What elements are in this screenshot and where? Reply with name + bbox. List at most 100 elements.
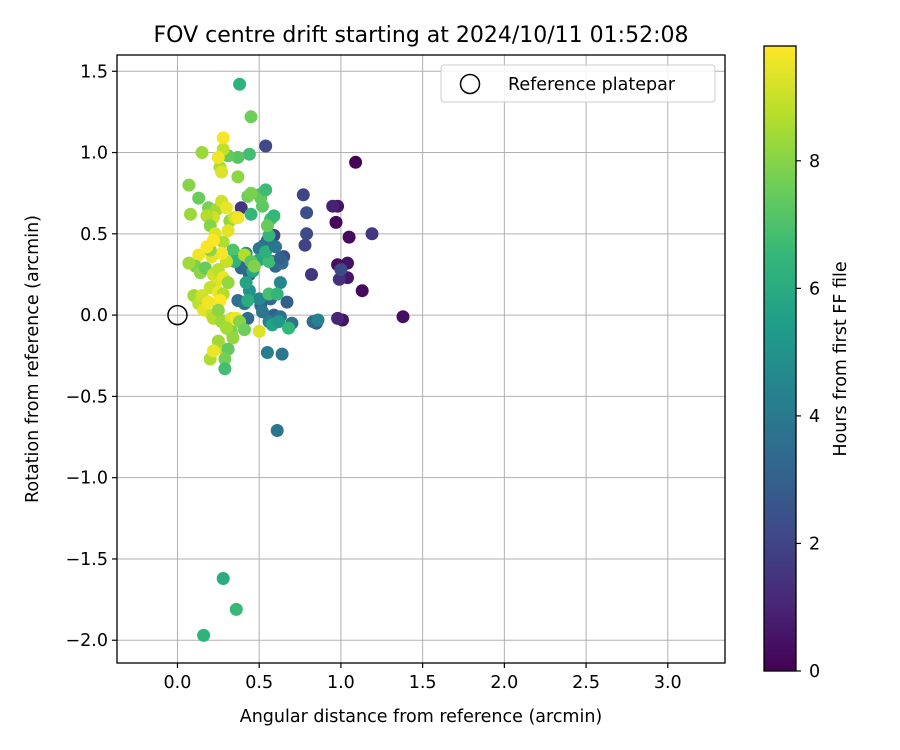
reference-marker [167, 304, 188, 326]
data-point [262, 255, 276, 268]
data-point [215, 165, 229, 179]
data-point [233, 77, 247, 91]
x-tick-label: 0.5 [245, 673, 273, 693]
data-point [216, 131, 230, 145]
data-point [192, 248, 206, 262]
data-point [296, 188, 310, 202]
data-point [218, 352, 232, 366]
data-point [213, 294, 227, 307]
data-point [270, 287, 284, 301]
data-point [231, 211, 245, 225]
data-point [244, 207, 258, 221]
x-ticks: 0.0 0.5 1.0 1.5 2.0 2.5 3.0 [164, 663, 682, 693]
y-tick-label: −1.0 [66, 469, 109, 489]
data-point [326, 199, 340, 213]
data-point [259, 183, 273, 197]
x-tick-label: 1.5 [409, 673, 437, 693]
plot-frame [116, 54, 726, 664]
data-point [226, 331, 240, 345]
x-tick-label: 0.0 [164, 673, 192, 693]
data-point [247, 259, 261, 273]
data-point [252, 292, 266, 306]
data-point [332, 272, 346, 286]
y-tick-label: −1.5 [66, 550, 109, 570]
x-tick-label: 3.0 [654, 673, 682, 693]
data-point [211, 150, 225, 164]
data-point [182, 256, 196, 270]
legend-marker-reference-platepar [459, 73, 481, 95]
data-point [184, 207, 197, 221]
data-point [269, 240, 282, 254]
legend-label-reference-platepar: Reference platepar [508, 75, 676, 95]
data-point [200, 209, 214, 223]
data-point [221, 276, 235, 290]
data-point [270, 424, 284, 437]
colorbar-tick-label: 0 [809, 662, 820, 682]
data-point [202, 295, 215, 309]
reference-platepar-marker [167, 304, 188, 326]
y-tick-label: 0.0 [80, 306, 108, 326]
data-point [234, 201, 248, 215]
data-point [267, 209, 281, 223]
data-point [262, 228, 276, 242]
data-point [238, 323, 251, 337]
data-point [241, 294, 255, 307]
data-point [244, 186, 258, 200]
data-point [355, 284, 369, 298]
y-tick-label: 1.5 [80, 62, 108, 82]
data-point [216, 235, 230, 249]
y-axis-label: Rotation from reference (arcmin) [23, 215, 43, 503]
data-point [221, 224, 235, 238]
data-point [206, 344, 220, 358]
data-point [365, 227, 379, 241]
data-point [192, 191, 206, 205]
data-point [197, 628, 211, 642]
colorbar: 0 2 4 6 8 Hours from first FF file [763, 45, 851, 682]
data-point [218, 362, 232, 376]
data-point [272, 315, 286, 329]
colorbar-tick-label: 4 [809, 407, 820, 427]
colorbar-label: Hours from first FF file [831, 261, 851, 456]
data-point [331, 311, 345, 325]
legend-box [440, 64, 716, 103]
data-point [334, 263, 348, 277]
data-point [396, 310, 410, 324]
data-point [231, 170, 245, 184]
y-tick-label: 1.0 [80, 144, 108, 164]
data-point [282, 321, 296, 335]
data-point [226, 243, 240, 257]
data-point [220, 321, 233, 335]
data-point [300, 227, 314, 241]
colorbar-tick-label: 2 [809, 534, 820, 554]
data-point [329, 215, 343, 229]
data-point [252, 324, 266, 338]
data-point [200, 240, 214, 254]
y-tick-label: −2.0 [66, 631, 109, 651]
data-point [216, 572, 230, 585]
data-point [260, 346, 274, 359]
data-point [256, 305, 269, 319]
colorbar-gradient [764, 46, 796, 671]
data-point [259, 139, 273, 153]
y-tick-label: 0.5 [80, 225, 108, 245]
data-point [211, 303, 225, 317]
data-point [311, 313, 325, 327]
data-point [342, 230, 356, 244]
data-point [273, 276, 287, 290]
data-point [220, 201, 233, 215]
data-point [239, 276, 253, 290]
x-tick-label: 2.0 [490, 673, 518, 693]
data-point [305, 268, 318, 281]
y-tick-label: −0.5 [66, 387, 109, 407]
data-point [244, 110, 258, 124]
colorbar-frame [763, 45, 797, 672]
legend: Reference platepar [440, 64, 716, 103]
data-point [275, 347, 289, 361]
data-point [349, 155, 363, 169]
data-point [280, 295, 294, 309]
chart-title: FOV centre drift starting at 2024/10/11 … [154, 23, 689, 48]
data-point [195, 146, 209, 159]
data-point [211, 334, 225, 348]
x-tick-label: 2.5 [572, 673, 600, 693]
data-point [298, 238, 312, 252]
